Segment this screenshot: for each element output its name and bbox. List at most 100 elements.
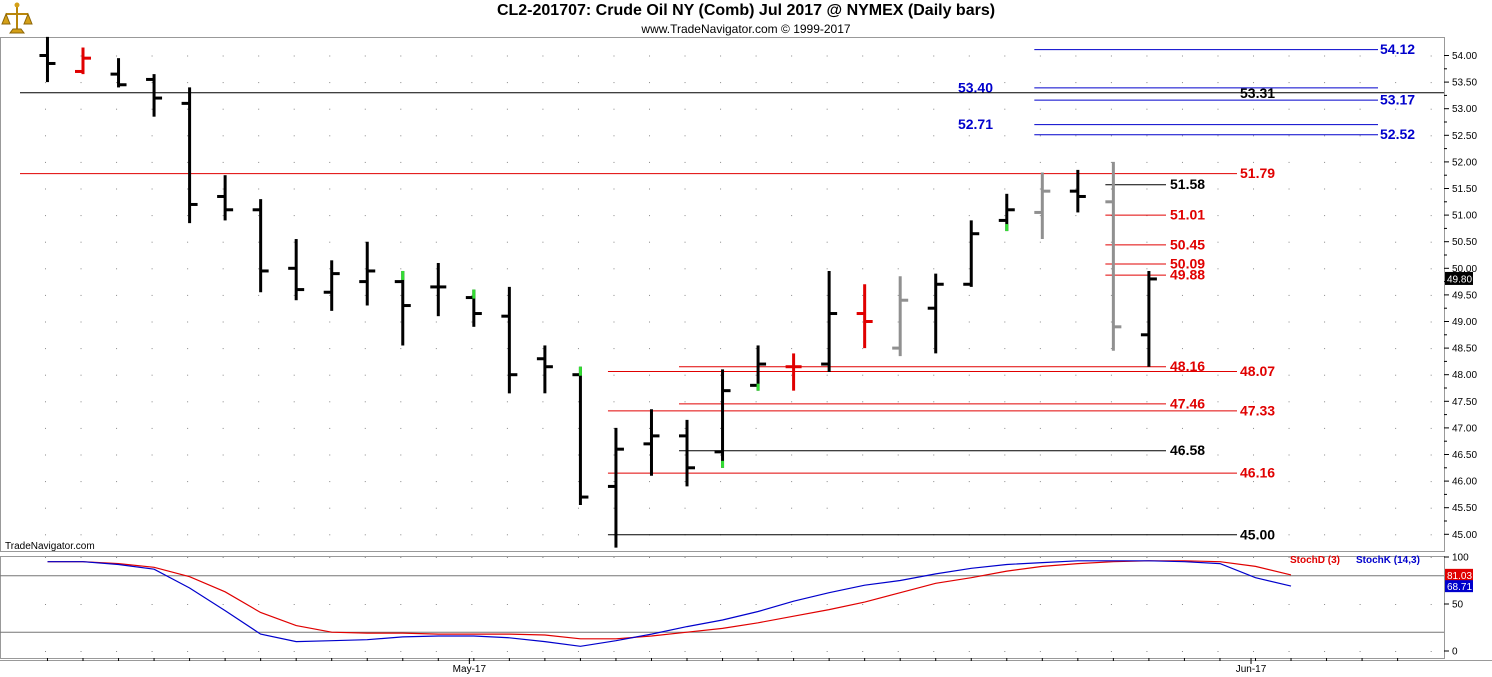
grid-dot <box>968 401 970 403</box>
grid-dot <box>1359 481 1361 483</box>
grid-dot <box>1430 427 1432 429</box>
grid-dot <box>116 215 118 217</box>
grid-dot <box>1004 348 1006 350</box>
grid-dot <box>684 55 686 57</box>
grid-dot <box>720 401 722 403</box>
grid-dot <box>684 604 686 605</box>
grid-dot <box>862 294 864 296</box>
grid-dot <box>222 427 224 429</box>
grid-dot <box>151 108 153 110</box>
grid-dot <box>649 348 651 350</box>
ohlc-bar <box>821 270 838 373</box>
grid-dot <box>1039 135 1041 137</box>
grid-dot <box>542 108 544 110</box>
grid-dot <box>826 108 828 110</box>
grid-dot <box>1430 454 1432 456</box>
grid-dot <box>649 454 651 456</box>
grid-dot <box>400 557 402 558</box>
grid-dot <box>1253 135 1255 137</box>
grid-dot <box>791 321 793 323</box>
grid-dot <box>293 55 295 57</box>
grid-dot <box>613 241 615 243</box>
grid-dot <box>1324 135 1326 137</box>
grid-dot <box>1324 481 1326 483</box>
grid-dot <box>1430 215 1432 217</box>
grid-dot <box>1253 82 1255 84</box>
grid-dot <box>1324 401 1326 403</box>
grid-dot <box>791 215 793 217</box>
ohlc-bar <box>39 36 56 83</box>
grid-dot <box>435 188 437 190</box>
grid-dot <box>933 241 935 243</box>
grid-dot <box>542 161 544 163</box>
grid-dot <box>151 82 153 84</box>
grid-dot <box>1075 481 1077 483</box>
grid-dot <box>293 82 295 84</box>
grid-dot <box>471 374 473 376</box>
grid-dot <box>329 401 331 403</box>
grid-dot <box>1181 321 1183 323</box>
grid-dot <box>1110 427 1112 429</box>
grid-dot <box>364 55 366 57</box>
grid-dot <box>613 55 615 57</box>
y-tick-label: 46.00 <box>1452 477 1477 488</box>
grid-dot <box>1039 161 1041 163</box>
grid-dot <box>1395 507 1397 509</box>
grid-dot <box>649 294 651 296</box>
grid-dot <box>968 294 970 296</box>
grid-dot <box>506 348 508 350</box>
grid-dot <box>1110 108 1112 110</box>
grid-dot <box>506 188 508 190</box>
level-label: 50.09 <box>1170 256 1205 272</box>
grid-dot <box>329 427 331 429</box>
grid-dot <box>1253 55 1255 57</box>
grid-dot <box>329 454 331 456</box>
grid-dot <box>791 507 793 509</box>
level-label: 45.00 <box>1240 526 1275 542</box>
grid-dot <box>968 215 970 217</box>
grid-dot <box>116 188 118 190</box>
grid-dot <box>151 215 153 217</box>
grid-dot <box>684 321 686 323</box>
grid-dot <box>1395 108 1397 110</box>
grid-dot <box>116 507 118 509</box>
grid-dot <box>1110 401 1112 403</box>
grid-dot <box>1181 557 1183 558</box>
grid-dot <box>364 454 366 456</box>
grid-dot <box>116 135 118 137</box>
grid-dot <box>862 374 864 376</box>
grid-dot <box>1359 557 1361 558</box>
grid-dot <box>1430 161 1432 163</box>
grid-dot <box>1181 161 1183 163</box>
level-label: 53.17 <box>1380 92 1415 108</box>
grid-dot <box>1395 188 1397 190</box>
grid-dot <box>151 241 153 243</box>
level-label: 46.58 <box>1170 442 1205 458</box>
grid-dot <box>364 241 366 243</box>
grid-dot <box>329 82 331 84</box>
grid-dot <box>1181 507 1183 509</box>
grid-dot <box>755 427 757 429</box>
grid-dot <box>471 294 473 296</box>
grid-dot <box>1430 348 1432 350</box>
grid-dot <box>1004 108 1006 110</box>
grid-dot <box>933 651 935 652</box>
grid-dot <box>258 348 260 350</box>
grid-dot <box>471 401 473 403</box>
ohlc-bar <box>998 193 1015 232</box>
grid-dot <box>80 604 82 605</box>
grid-dot <box>542 427 544 429</box>
grid-dot <box>116 651 118 652</box>
grid-dot <box>1430 321 1432 323</box>
grid-dot <box>826 557 828 558</box>
grid-dot <box>1146 374 1148 376</box>
grid-dot <box>258 374 260 376</box>
grid-dot <box>897 108 899 110</box>
grid-dot <box>471 651 473 652</box>
grid-dot <box>364 374 366 376</box>
grid-dot <box>364 215 366 217</box>
grid-dot <box>1359 108 1361 110</box>
grid-dot <box>968 374 970 376</box>
grid-dot <box>577 427 579 429</box>
